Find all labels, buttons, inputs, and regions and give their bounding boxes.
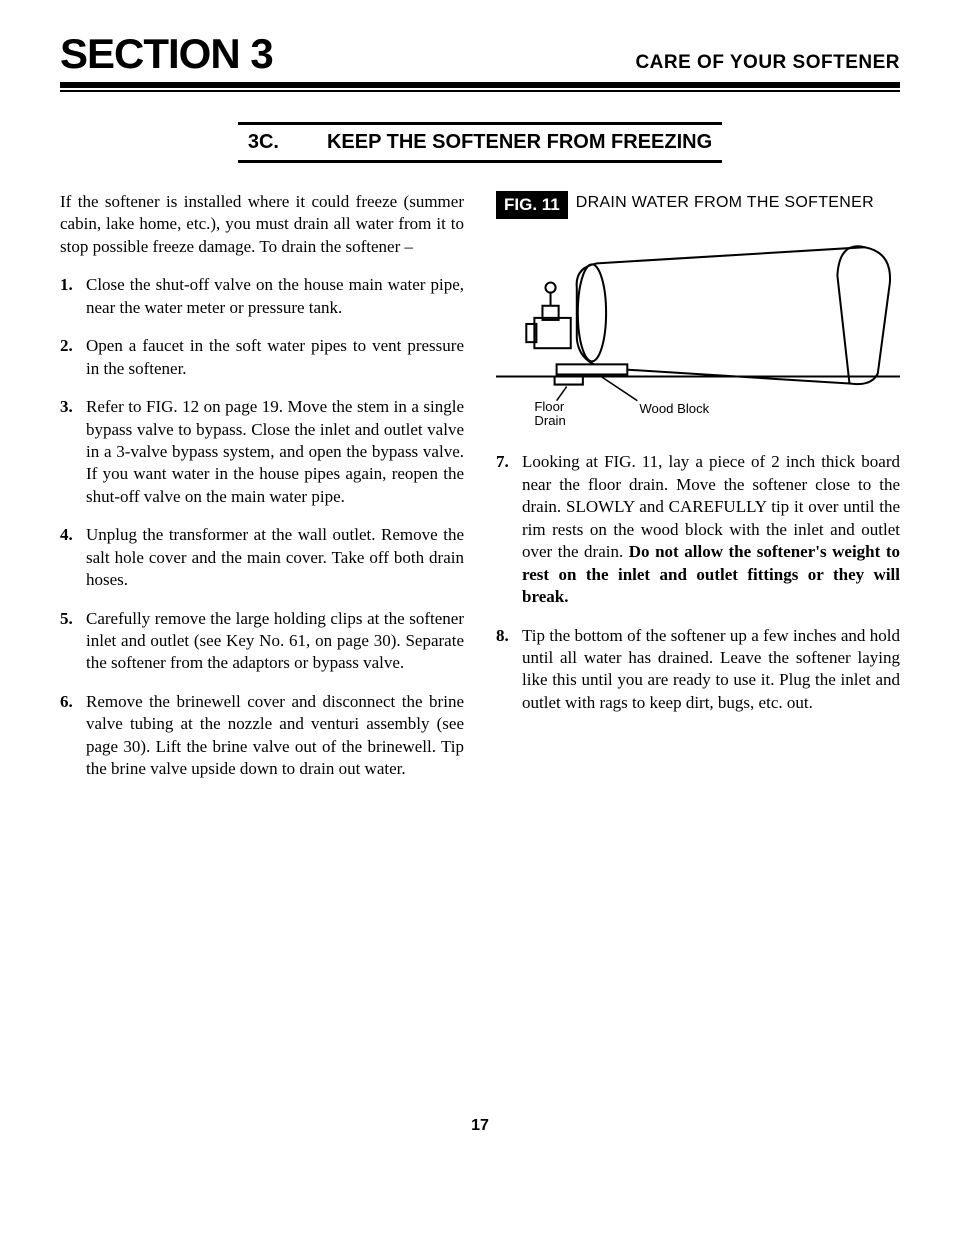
list-item: 3.Refer to FIG. 12 on page 19. Move the …	[60, 396, 464, 508]
section-title: SECTION 3	[60, 30, 273, 78]
step-number: 6.	[60, 691, 86, 781]
intro-paragraph: If the softener is installed where it co…	[60, 191, 464, 258]
left-step-list: 1.Close the shut-off valve on the house …	[60, 274, 464, 780]
content-columns: If the softener is installed where it co…	[60, 191, 900, 797]
list-item: 4.Unplug the transformer at the wall out…	[60, 524, 464, 591]
header-subtitle: CARE OF YOUR SOFTENER	[635, 52, 900, 74]
subheading-wrap: 3C. KEEP THE SOFTENER FROM FREEZING	[60, 122, 900, 163]
figure-caption: DRAIN WATER FROM THE SOFTENER	[576, 191, 874, 213]
step-text: Remove the brinewell cover and disconnec…	[86, 691, 464, 781]
left-column: If the softener is installed where it co…	[60, 191, 464, 797]
list-item: 2.Open a faucet in the soft water pipes …	[60, 335, 464, 380]
rule-light	[60, 90, 900, 92]
right-column: FIG. 11 DRAIN WATER FROM THE SOFTENER	[496, 191, 900, 797]
step-number: 3.	[60, 396, 86, 508]
list-item: 8. Tip the bottom of the softener up a f…	[496, 625, 900, 715]
list-item: 6.Remove the brinewell cover and disconn…	[60, 691, 464, 781]
step-number: 4.	[60, 524, 86, 591]
label-wood: Wood Block	[639, 401, 709, 416]
step-number: 7.	[496, 451, 522, 608]
step-text: Close the shut-off valve on the house ma…	[86, 274, 464, 319]
label-floor: Floor	[534, 399, 565, 414]
subheading: 3C. KEEP THE SOFTENER FROM FREEZING	[238, 122, 722, 163]
figure-illustration: Floor Drain Wood Block	[496, 227, 900, 429]
list-item: 7. Looking at FIG. 11, lay a piece of 2 …	[496, 451, 900, 608]
step-text: Tip the bottom of the softener up a few …	[522, 625, 900, 715]
subheading-number: 3C.	[248, 131, 279, 154]
list-item: 5.Carefully remove the large holding cli…	[60, 608, 464, 675]
step-number: 8.	[496, 625, 522, 715]
step-text: Refer to FIG. 12 on page 19. Move the st…	[86, 396, 464, 508]
step-number: 1.	[60, 274, 86, 319]
step-text: Open a faucet in the soft water pipes to…	[86, 335, 464, 380]
right-step-list: 7. Looking at FIG. 11, lay a piece of 2 …	[496, 451, 900, 714]
page-number: 17	[60, 1117, 900, 1135]
page-header: SECTION 3 CARE OF YOUR SOFTENER	[60, 30, 900, 78]
step-number: 5.	[60, 608, 86, 675]
label-drain: Drain	[534, 413, 565, 428]
step-text: Carefully remove the large holding clips…	[86, 608, 464, 675]
figure-badge: FIG. 11	[496, 191, 568, 219]
subheading-title: KEEP THE SOFTENER FROM FREEZING	[327, 131, 712, 154]
rule-heavy	[60, 82, 900, 88]
step-text: Looking at FIG. 11, lay a piece of 2 inc…	[522, 451, 900, 608]
figure-heading: FIG. 11 DRAIN WATER FROM THE SOFTENER	[496, 191, 900, 219]
softener-diagram-svg: Floor Drain Wood Block	[496, 227, 900, 429]
step-number: 2.	[60, 335, 86, 380]
step-text: Unplug the transformer at the wall outle…	[86, 524, 464, 591]
list-item: 1.Close the shut-off valve on the house …	[60, 274, 464, 319]
